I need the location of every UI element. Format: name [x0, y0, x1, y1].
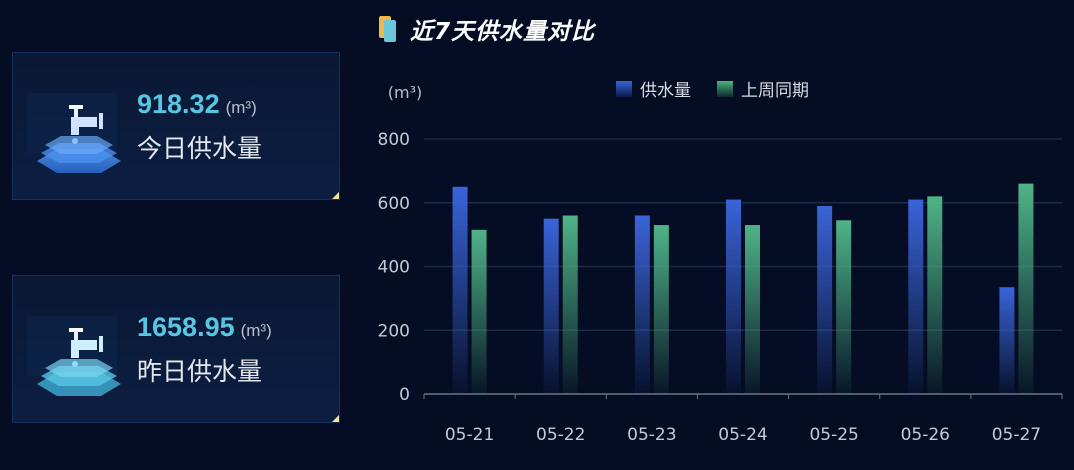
bar-last-week[interactable] [562, 215, 578, 395]
x-tick-label: 05-27 [992, 425, 1041, 445]
yesterday-supply-card: 1658.95 (m³) 昨日供水量 [12, 275, 340, 423]
chart-title: 近7天供水量对比 [378, 12, 595, 46]
bar-supply[interactable] [817, 205, 833, 394]
x-tick-label: 05-25 [809, 425, 858, 445]
legend-item-lastweek[interactable]: 上周同期 [717, 76, 809, 101]
corner-mark [332, 415, 339, 422]
y-tick-label: 600 [378, 194, 410, 214]
today-supply-label: 今日供水量 [137, 134, 263, 163]
chart-title-text: 近7天供水量对比 [410, 19, 596, 45]
legend-label: 供水量 [640, 81, 691, 101]
corner-mark [332, 192, 339, 199]
y-tick-label: 400 [378, 258, 410, 278]
bar-supply[interactable] [543, 218, 559, 394]
faucet-icon [27, 316, 121, 396]
today-supply-unit: (m³) [225, 98, 257, 117]
bar-last-week[interactable] [927, 196, 943, 394]
y-tick-label: 200 [378, 321, 410, 341]
bar-last-week[interactable] [653, 225, 669, 394]
bar-last-week[interactable] [1018, 183, 1034, 394]
bar-last-week[interactable] [471, 229, 487, 394]
bar-last-week[interactable] [836, 220, 852, 394]
legend: 供水量 上周同期 [616, 76, 835, 101]
legend-item-supply[interactable]: 供水量 [616, 76, 691, 101]
title-icon [379, 16, 396, 42]
bar-last-week[interactable] [745, 225, 760, 394]
legend-label: 上周同期 [741, 81, 809, 101]
bar-supply[interactable] [908, 199, 924, 394]
today-supply-card: 918.32 (m³) 今日供水量 [12, 52, 340, 200]
x-tick-label: 05-22 [536, 425, 585, 445]
bar-supply[interactable] [452, 186, 468, 394]
x-tick-label: 05-24 [718, 425, 767, 445]
x-tick-label: 05-21 [445, 425, 494, 445]
y-tick-label: 800 [378, 130, 410, 150]
yesterday-supply-value: 1658.95 [137, 312, 235, 342]
x-tick-label: 05-26 [901, 425, 950, 445]
y-axis-label: (m³) [388, 83, 422, 102]
y-tick-label: 0 [399, 385, 410, 405]
x-tick-label: 05-23 [627, 425, 676, 445]
today-supply-value: 918.32 [137, 89, 220, 119]
faucet-icon [27, 93, 121, 173]
yesterday-supply-unit: (m³) [240, 321, 272, 340]
bar-supply[interactable] [726, 199, 741, 394]
bar-supply[interactable] [634, 215, 650, 395]
yesterday-supply-label: 昨日供水量 [137, 357, 263, 386]
bar-supply[interactable] [999, 287, 1015, 394]
